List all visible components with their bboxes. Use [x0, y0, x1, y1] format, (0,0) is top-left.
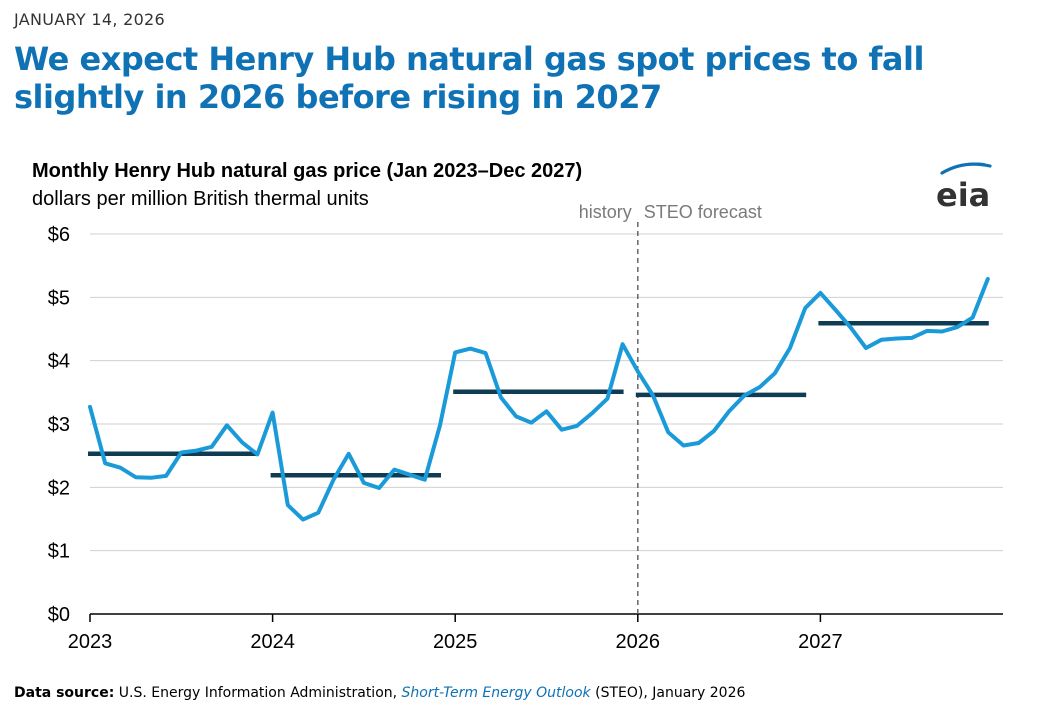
logo-text: eia: [936, 176, 990, 212]
history-label: history: [579, 202, 632, 222]
headline: We expect Henry Hub natural gas spot pri…: [14, 40, 924, 116]
x-tick-label: 2024: [250, 631, 295, 653]
chart-svg: $0 $1 $2 $3 $4 $5 $6 2023 2024 2025 2026 2027 histo…: [48, 202, 1003, 653]
series-layer: [88, 277, 990, 522]
grid-layer: [90, 233, 1003, 552]
x-tick-label: 2025: [433, 631, 478, 653]
forecast-divider: history STEO forecast: [579, 202, 762, 614]
y-tick-label: $2: [48, 477, 70, 499]
x-tick-label: 2023: [68, 631, 113, 653]
source-date: (STEO), January 2026: [595, 685, 746, 701]
y-tick-label: $5: [48, 287, 70, 309]
eia-logo-icon: eia: [936, 162, 992, 212]
y-tick-label: $6: [48, 224, 70, 246]
report-date: JANUARY 14, 2026: [14, 10, 166, 29]
y-tick-label: $4: [48, 351, 70, 373]
source-report-link[interactable]: Short-Term Energy Outlook: [401, 685, 591, 701]
data-source-note: Data source: U.S. Energy Information Adm…: [14, 685, 745, 701]
price-series-line: [88, 277, 990, 522]
x-tick-label: 2027: [798, 631, 843, 653]
axis-layer: $0 $1 $2 $3 $4 $5 $6 2023 2024 2025 2026 2027: [48, 224, 1003, 653]
source-label: Data source:: [14, 685, 115, 701]
annual-average-layer: [88, 321, 989, 478]
y-tick-label: $1: [48, 541, 70, 563]
chart-title: Monthly Henry Hub natural gas price (Jan…: [32, 160, 583, 182]
y-tick-label: $3: [48, 414, 70, 436]
y-axis-unit-label: dollars per million British thermal unit…: [32, 188, 369, 210]
source-agency: U.S. Energy Information Administration,: [118, 685, 398, 701]
x-tick-label: 2026: [616, 631, 661, 653]
forecast-label: STEO forecast: [644, 202, 762, 222]
y-tick-label: $0: [48, 604, 70, 626]
